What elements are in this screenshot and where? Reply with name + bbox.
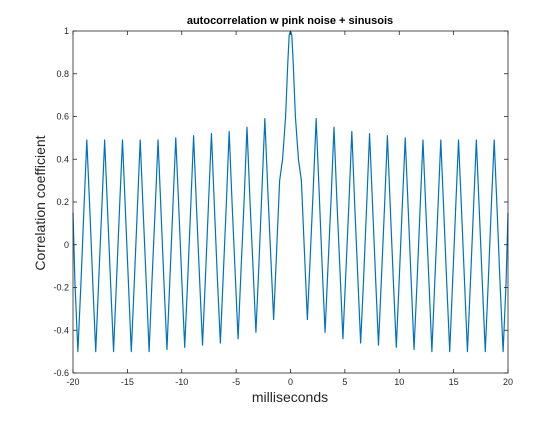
plot-area: -20 -15 -10 -5 0 5 10 15 20 -0.6 -0.4 -0.2 0 0.2 0.4 0.… bbox=[53, 26, 513, 387]
y-tick-label: 0.8 bbox=[56, 69, 69, 79]
x-axis-title: milliseconds bbox=[252, 389, 328, 405]
x-tick-label: 20 bbox=[503, 377, 513, 387]
y-axis-title: Correlation coefficient bbox=[32, 135, 48, 270]
x-tick-label: 0 bbox=[288, 377, 293, 387]
y-tick-label: 1 bbox=[64, 26, 69, 36]
chart-title: autocorrelation w pink noise + sinusois bbox=[187, 15, 393, 27]
y-tick-label: 0 bbox=[64, 240, 69, 250]
y-tick-label: -0.4 bbox=[53, 325, 69, 335]
x-tick-label: 5 bbox=[342, 377, 347, 387]
plot-background bbox=[73, 31, 508, 373]
x-tick-label: -20 bbox=[66, 377, 79, 387]
x-tick-label: 15 bbox=[449, 377, 459, 387]
x-tick-label: -15 bbox=[121, 377, 134, 387]
y-tick-label: -0.2 bbox=[53, 283, 69, 293]
y-tick-label: 0.6 bbox=[56, 112, 69, 122]
x-tick-label: -10 bbox=[175, 377, 188, 387]
x-tick-label: 10 bbox=[394, 377, 404, 387]
y-tick-label: -0.6 bbox=[53, 368, 69, 378]
y-tick-label: 0.2 bbox=[56, 197, 69, 207]
x-tick-label: -5 bbox=[232, 377, 240, 387]
y-tick-label: 0.4 bbox=[56, 154, 69, 164]
